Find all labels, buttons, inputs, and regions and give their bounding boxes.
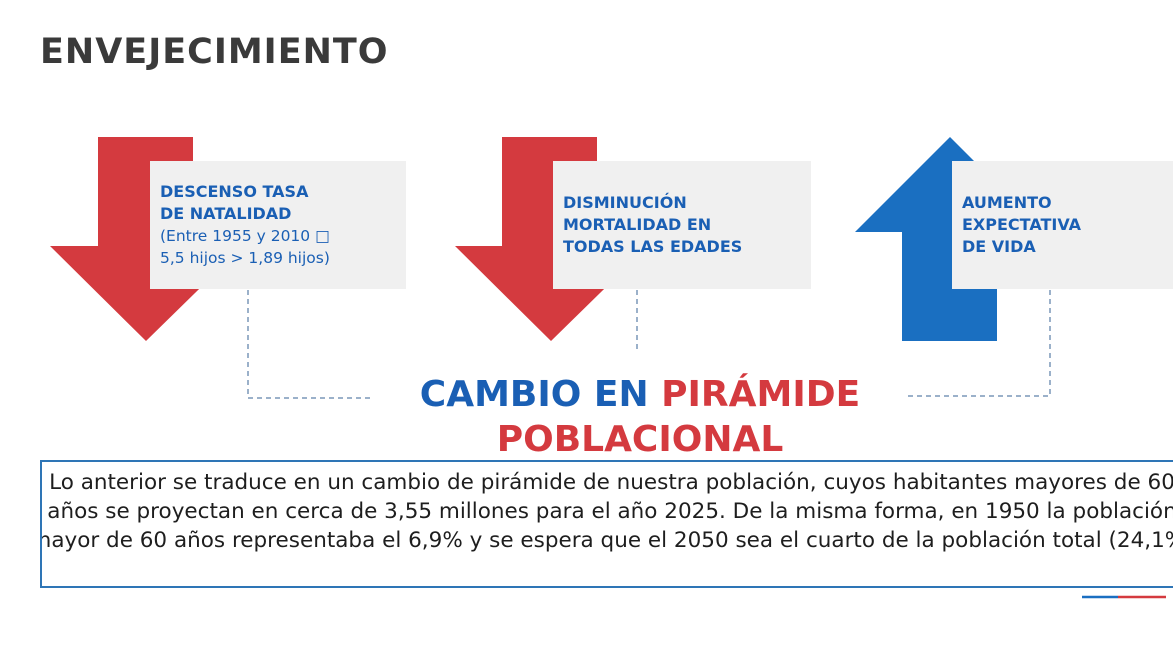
page-title: ENVEJECIMIENTO — [40, 32, 389, 72]
factor-box-natalidad: DESCENSO TASA DE NATALIDAD (Entre 1955 y… — [150, 161, 406, 289]
factor-box-expectativa: AUMENTO EXPECTATIVA DE VIDA — [952, 161, 1173, 289]
headline-line-2: POBLACIONAL — [496, 419, 784, 460]
connector-left — [247, 290, 372, 399]
arrow-down-icon — [455, 137, 648, 341]
factor-heading: DESCENSO TASA DE NATALIDAD — [160, 182, 309, 223]
factor-heading: AUMENTO EXPECTATIVA DE VIDA — [962, 193, 1082, 256]
factor-heading: DISMINUCIÓN MORTALIDAD EN TODAS LAS EDAD… — [563, 193, 743, 256]
summary-textbox: Lo anterior se traduce en un cambio de p… — [40, 460, 1173, 588]
arrow-down-icon — [50, 137, 243, 341]
headline-part-blue: CAMBIO EN — [419, 374, 662, 415]
factor-detail: (Entre 1955 y 2010 □ 5,5 hijos > 1,89 hi… — [160, 227, 330, 267]
factor-box-mortalidad: DISMINUCIÓN MORTALIDAD EN TODAS LAS EDAD… — [553, 161, 811, 289]
headline-line-1: CAMBIO EN PIRÁMIDE — [340, 372, 940, 418]
connector-right — [905, 290, 1051, 397]
summary-text: Lo anterior se traduce en un cambio de p… — [40, 470, 1173, 553]
headline-part-red: PIRÁMIDE — [661, 374, 861, 415]
